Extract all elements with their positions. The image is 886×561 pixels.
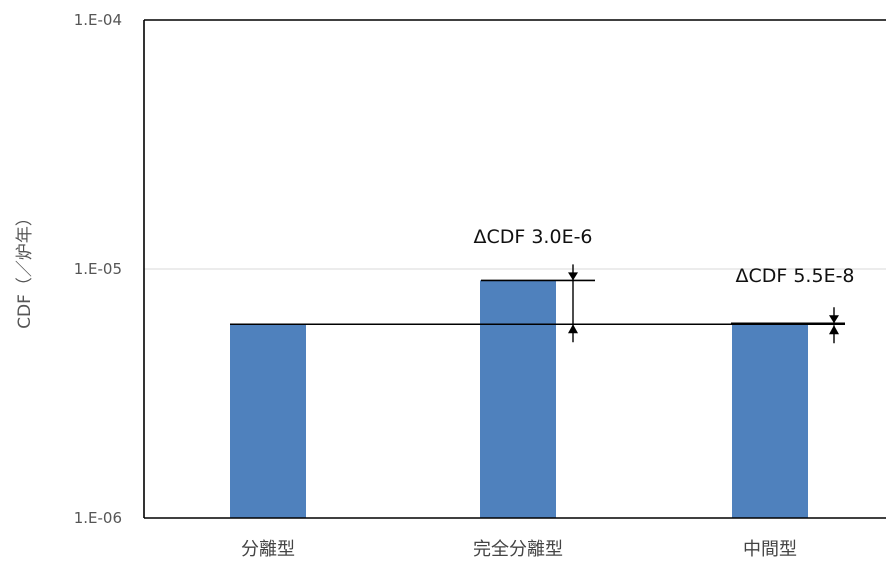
delta-2-arrow-up-head <box>829 325 839 335</box>
x-category-label-3: 中間型 <box>743 539 797 560</box>
x-category-label-1: 分離型 <box>241 539 295 560</box>
bars <box>230 280 808 518</box>
x-category-label-2: 完全分離型 <box>473 539 563 560</box>
annotation-delta-1: ΔCDF 3.0E-6 <box>473 226 592 248</box>
delta-1-arrow-up-head <box>568 324 578 334</box>
delta-2-arrow-down-head <box>829 315 839 324</box>
annotations: ΔCDF 3.0E-6 ΔCDF 5.5E-8 <box>230 226 855 344</box>
bar-2 <box>480 280 556 518</box>
delta-1-arrow-down-head <box>568 272 578 281</box>
bar-1 <box>230 324 306 518</box>
bar-3 <box>732 323 808 518</box>
y-tick-label-bottom: 1.E-06 <box>74 509 122 527</box>
y-tick-label-top: 1.E-04 <box>74 11 122 29</box>
y-axis-title: CDF（／炉年） <box>15 209 35 329</box>
y-tick-label-mid: 1.E-05 <box>74 260 122 278</box>
annotation-delta-2: ΔCDF 5.5E-8 <box>735 265 854 287</box>
